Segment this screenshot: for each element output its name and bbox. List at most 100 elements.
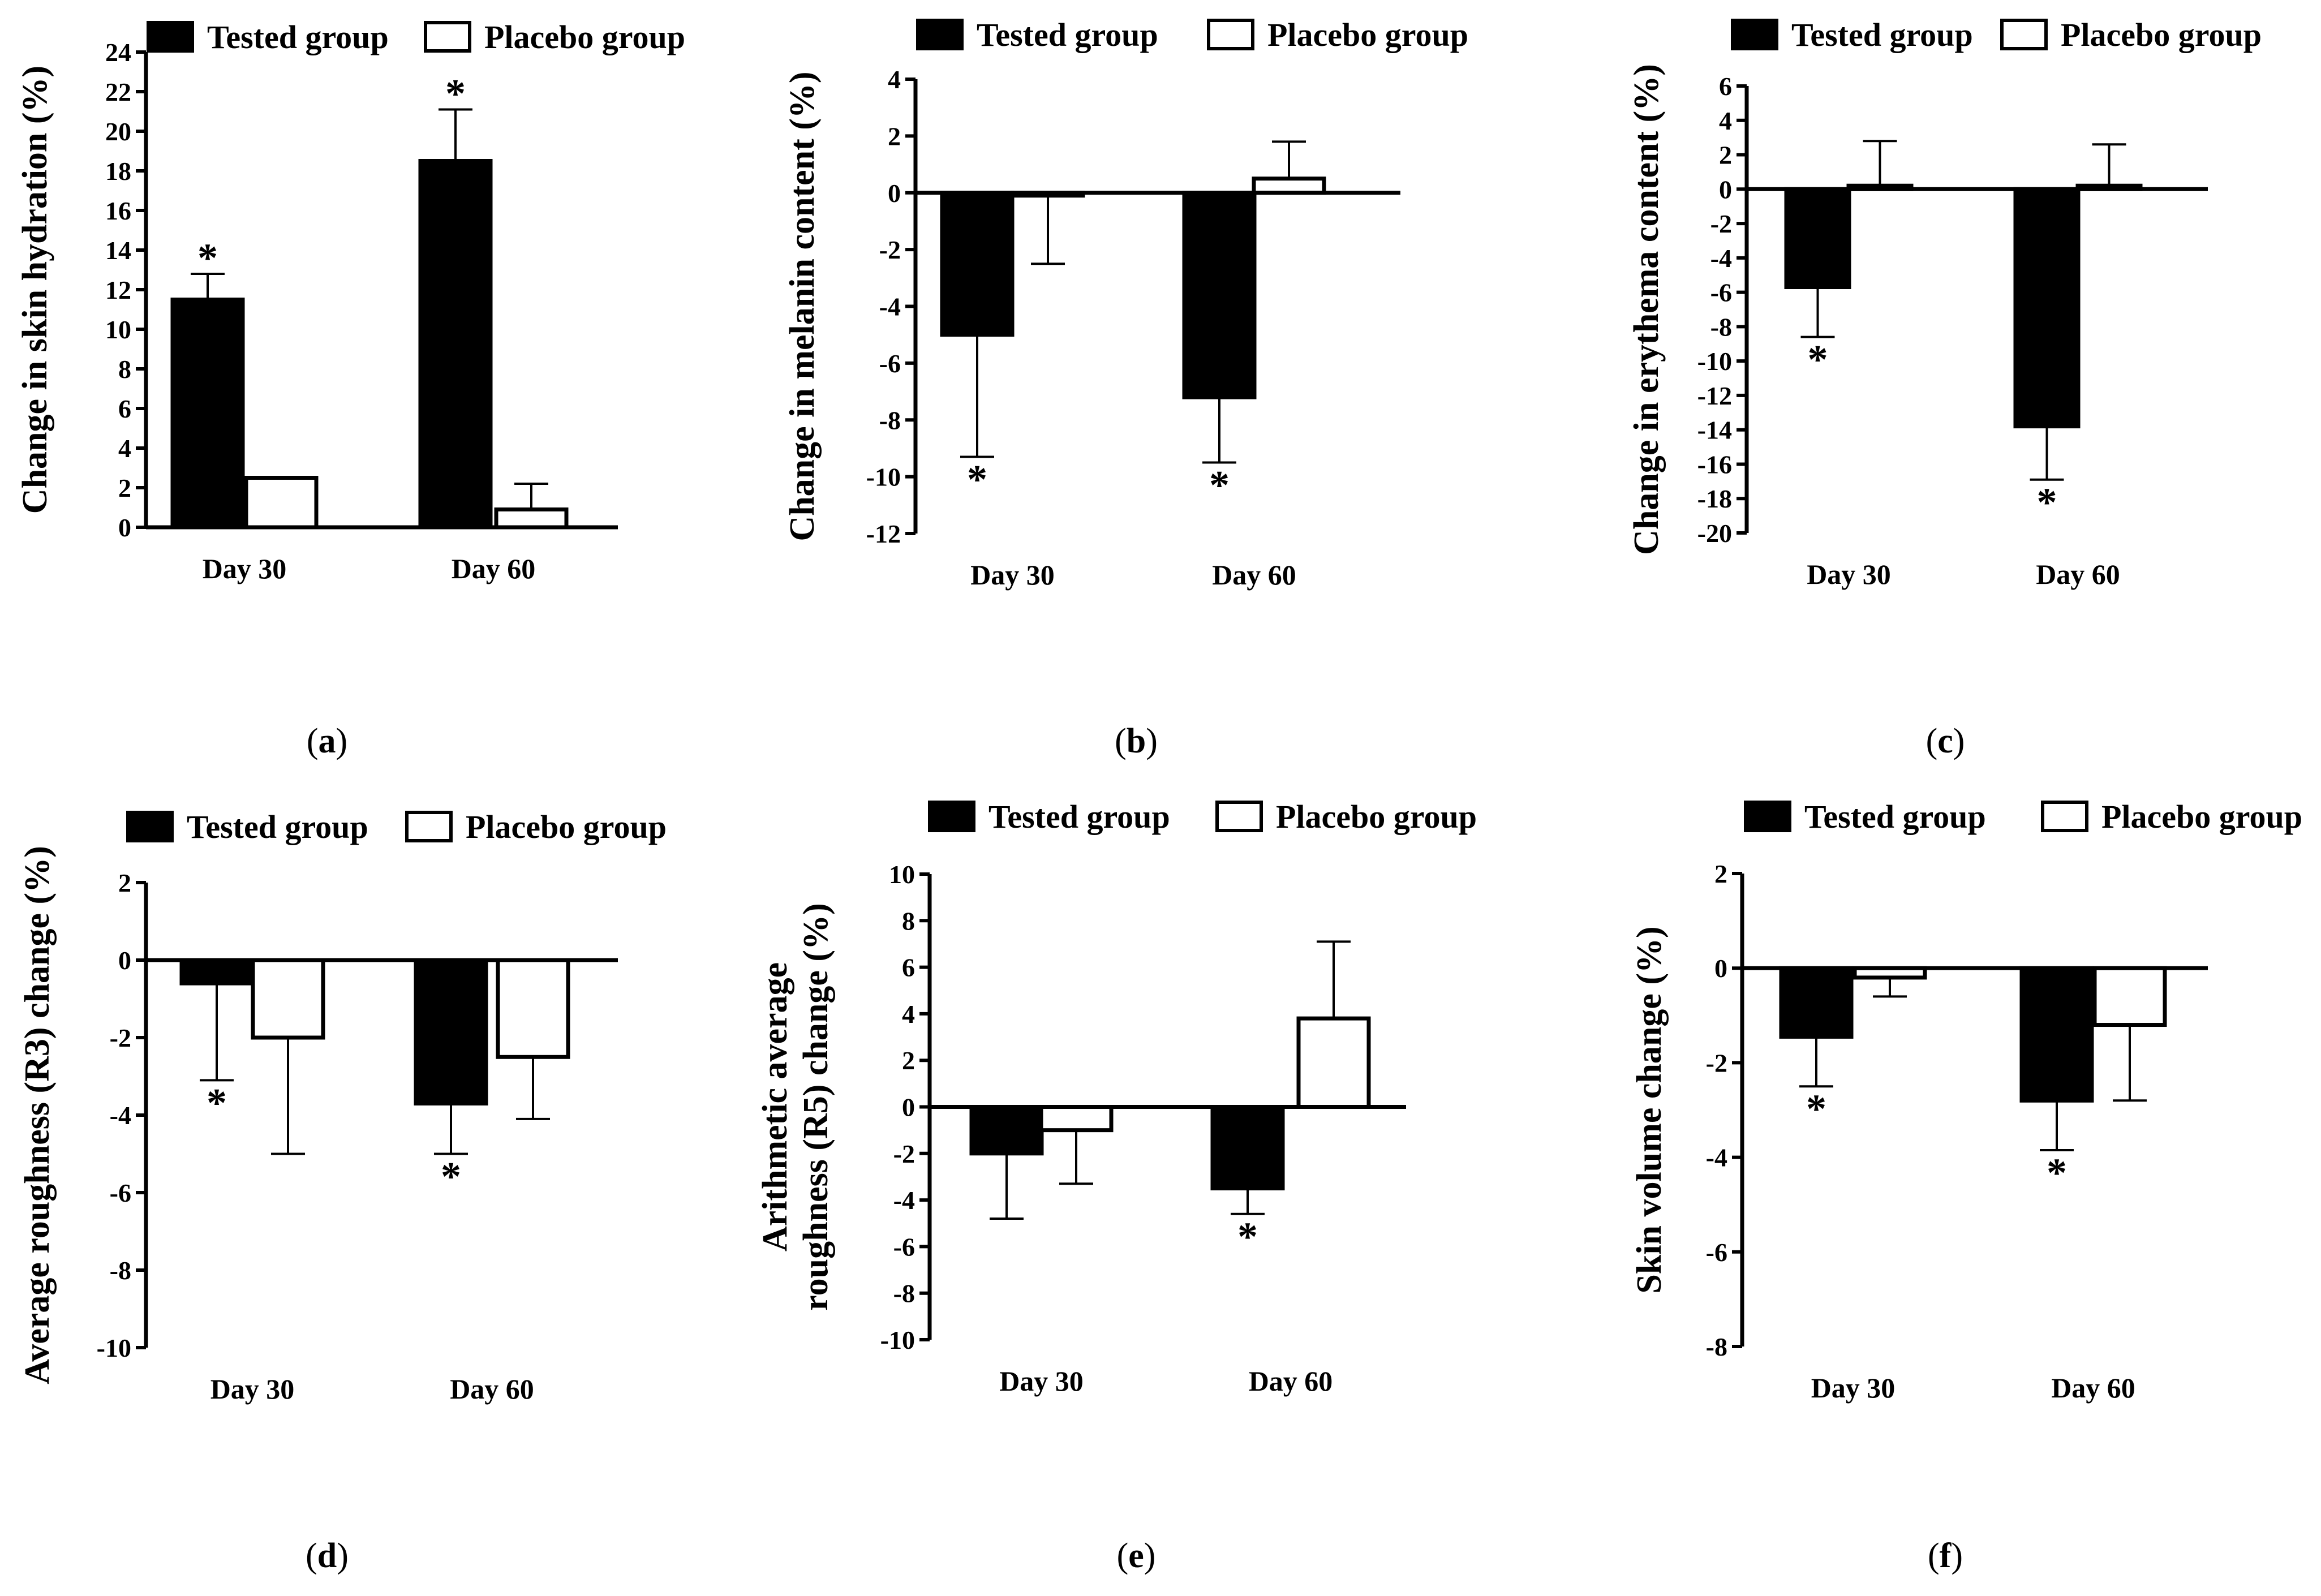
- y-tick-label: 2: [1714, 859, 1727, 888]
- y-tick-label: -6: [1706, 1238, 1727, 1267]
- legend-swatch-tested: [1731, 19, 1778, 50]
- panel-paren-close: ): [336, 722, 348, 760]
- chart-panel-b: Tested group Placebo group -12 -10 -8 -6 -4 -2 0…: [783, 16, 1468, 760]
- significance-star: *: [1237, 1214, 1258, 1259]
- significance-star: *: [967, 457, 987, 502]
- bar-tested-1: [940, 191, 1015, 337]
- y-tick-label: -8: [1710, 312, 1732, 341]
- y-tick-label: -10: [880, 1326, 915, 1354]
- x-category-label: Day 30: [999, 1365, 1084, 1397]
- x-category-label: Day 30: [970, 559, 1055, 591]
- legend-label-placebo: Placebo group: [484, 19, 685, 55]
- y-tick-label: -18: [1697, 484, 1732, 513]
- x-category-label: Day 60: [2036, 558, 2120, 590]
- chart-panel-d: Tested group Placebo group -10 -8 -6 -4 -2 0 2 * D…: [18, 808, 667, 1575]
- y-tick-label: -10: [97, 1333, 131, 1362]
- y-tick-label: -2: [110, 1023, 131, 1052]
- y-tick-label: -16: [1697, 450, 1732, 479]
- y-tick-label: -8: [1706, 1332, 1727, 1361]
- bar-placebo-2: [496, 958, 570, 1059]
- y-axis-label: Average roughness (R3) change (%): [18, 846, 57, 1384]
- chart-panel-e: Tested group Placebo group -10 -8 -6 -4 -2 0 2 4 6…: [756, 798, 1477, 1575]
- panel-label: (e): [1117, 1537, 1156, 1575]
- legend-label-tested: Tested group: [988, 798, 1170, 835]
- y-tick-label: 6: [902, 953, 915, 982]
- panel-letter: f: [1940, 1537, 1952, 1575]
- panel-label: (f): [1928, 1537, 1963, 1575]
- y-tick-label: -12: [1697, 381, 1732, 410]
- x-category-label: Day 60: [450, 1373, 534, 1405]
- legend: Tested group Placebo group: [1744, 798, 2302, 835]
- y-tick-label: 10: [105, 315, 131, 344]
- bar-placebo-1: [1039, 1105, 1114, 1133]
- bar-tested-1: [179, 958, 254, 986]
- bar-tested-1: [1779, 966, 1854, 1039]
- y-tick-label: 4: [1719, 106, 1732, 135]
- x-category-label: Day 60: [1249, 1365, 1333, 1397]
- panel-paren-open: (: [306, 1537, 317, 1575]
- legend-label-placebo: Placebo group: [1267, 16, 1468, 53]
- bar-placebo-2: [1296, 1016, 1371, 1109]
- panel-label: (a): [307, 722, 347, 760]
- y-tick-label: -10: [1697, 347, 1732, 376]
- legend-label-tested: Tested group: [207, 19, 389, 55]
- y-tick-label: 20: [105, 117, 131, 146]
- y-tick-label: -4: [1710, 244, 1732, 273]
- y-tick-label: 2: [888, 122, 901, 150]
- chart-panel-a: Tested group Placebo group024681012141618…: [16, 19, 685, 760]
- panel-paren-close: ): [1146, 722, 1158, 760]
- bar-tested-2: [1210, 1105, 1285, 1191]
- bar-tested-1: [1784, 187, 1851, 289]
- bar-tested-1: [170, 298, 245, 530]
- y-tick-label: -6: [879, 349, 901, 378]
- bar-placebo-1: [244, 476, 319, 530]
- y-tick-label: -8: [110, 1256, 131, 1285]
- bar-tested-2: [414, 958, 488, 1105]
- y-tick-label: 0: [118, 513, 131, 542]
- x-category-label: Day 30: [203, 553, 287, 584]
- bar-placebo-2: [2092, 966, 2167, 1027]
- significance-star: *: [445, 71, 466, 117]
- legend: Tested group Placebo group: [1731, 16, 2262, 53]
- y-tick-label: -2: [1710, 209, 1732, 238]
- legend-swatch-tested: [916, 19, 964, 50]
- y-tick-label: 8: [118, 355, 131, 384]
- x-category-label: Day 30: [1811, 1372, 1896, 1404]
- y-axis-label-line: Arithmetic average: [756, 962, 794, 1251]
- significance-star: *: [1806, 1086, 1826, 1132]
- legend-swatch-placebo: [1207, 19, 1254, 50]
- y-tick-label: -6: [1710, 278, 1732, 307]
- bar-placebo-1: [251, 958, 325, 1040]
- panel-letter: a: [319, 722, 336, 760]
- y-tick-label: -4: [110, 1101, 131, 1130]
- legend-label-tested: Tested group: [977, 16, 1158, 53]
- y-tick-label: 6: [118, 394, 131, 423]
- bar-tested-1: [969, 1105, 1044, 1156]
- chart-panel-c: Tested group Placebo group-20-18-16-14-12…: [1627, 16, 2262, 760]
- y-tick-label: -20: [1697, 519, 1732, 548]
- y-tick-label: 6: [1719, 72, 1732, 101]
- x-category-label: Day 60: [2051, 1372, 2135, 1404]
- significance-star: *: [197, 235, 218, 281]
- y-tick-label: 4: [888, 65, 901, 94]
- panel-letter: c: [1937, 722, 1953, 760]
- legend-label-placebo: Placebo group: [2061, 16, 2262, 53]
- y-tick-label: 0: [118, 946, 131, 975]
- y-tick-label: -6: [893, 1232, 915, 1261]
- y-tick-label: 2: [118, 474, 131, 502]
- legend-swatch-placebo: [424, 21, 471, 53]
- legend-label-tested: Tested group: [187, 808, 368, 845]
- legend-swatch-tested: [928, 801, 975, 832]
- y-tick-label: 4: [118, 434, 131, 463]
- panel-paren-close: ): [1953, 722, 1965, 760]
- significance-star: *: [1808, 337, 1828, 382]
- panel-label: (d): [306, 1537, 349, 1575]
- legend-swatch-placebo: [1215, 801, 1263, 832]
- y-tick-label: 0: [888, 179, 901, 208]
- y-tick-label: 10: [889, 860, 915, 889]
- y-tick-label: 8: [902, 906, 915, 935]
- y-tick-label: -4: [1706, 1143, 1727, 1172]
- legend-label-placebo: Placebo group: [466, 808, 667, 845]
- panel-paren-open: (: [1928, 1537, 1940, 1575]
